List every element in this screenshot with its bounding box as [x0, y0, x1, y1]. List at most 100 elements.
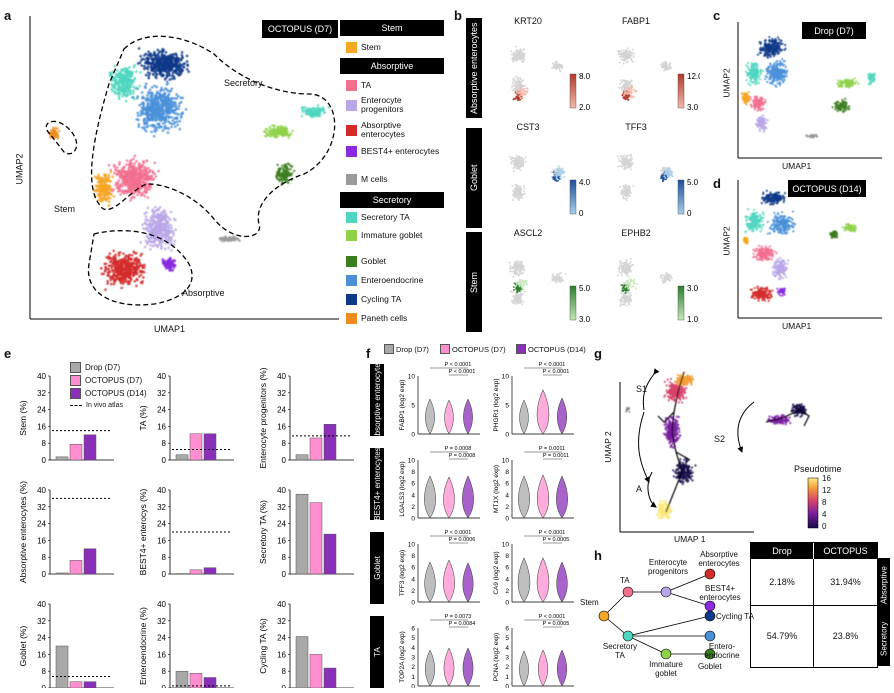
violin-ytick: 2: [411, 588, 415, 595]
feature-scale-min: 3.0: [579, 315, 591, 324]
node-label-goblet: Goblet: [698, 662, 722, 671]
grey-cells: [660, 272, 673, 284]
grey-cells: [551, 272, 566, 284]
feature-scale-min: 3.0: [687, 103, 699, 112]
violin-ytick: 10: [502, 542, 510, 549]
bar-ytick: 8: [42, 439, 47, 448]
trajectory-label-s2: S2: [714, 434, 725, 444]
grey-cells: [511, 184, 525, 202]
bar-ytick: 8: [42, 667, 47, 676]
cluster-stem: [93, 171, 115, 207]
panel-letter-g: g: [594, 346, 602, 361]
table-header-octopus: OCTOPUS: [814, 543, 877, 559]
violin: [537, 475, 549, 518]
violin-ytick: 2: [411, 664, 415, 671]
bar: [84, 682, 96, 688]
bar-ytick: 8: [282, 667, 287, 676]
c-ta: [749, 95, 766, 112]
p-value-upper: P = 0.0073: [445, 614, 472, 620]
legend-item-absorptive-enterocytes: Absorptive enterocytes: [346, 121, 442, 139]
violin: [518, 558, 530, 602]
bar-legend: Drop (D7) OCTOPUS (D7) OCTOPUS (D14) In …: [70, 362, 190, 416]
bar: [296, 494, 308, 574]
violin-ytick: 2: [505, 664, 509, 671]
violin-ytick: 4: [411, 645, 415, 652]
legend-header-absorptive: Absorptive: [340, 58, 444, 74]
node-label-ta: TA: [620, 576, 630, 585]
grey-cells: [660, 61, 672, 71]
bar-chart-7: 0816243240Enteroendocrine (%): [138, 600, 234, 688]
p-value-lower: P = 0.0005: [543, 621, 570, 627]
bar-ytick: 0: [42, 684, 47, 688]
g-lower: [672, 457, 696, 485]
bar-ytick: 40: [37, 600, 46, 609]
bar-ytick: 32: [277, 617, 286, 626]
cluster-m-cells: [219, 235, 241, 242]
bar-ytick: 32: [277, 389, 286, 398]
bar: [310, 654, 322, 688]
c-sec-ta-2: [867, 72, 876, 85]
violin: [425, 399, 434, 434]
c-progenitors: [755, 115, 769, 133]
p-value-upper: P = 0.0008: [445, 446, 472, 452]
bar-ytick: 16: [277, 422, 286, 431]
bar: [70, 682, 82, 688]
cell-secretory-drop: 54.79%: [751, 631, 813, 641]
p-value-lower: P = 0.0084: [449, 621, 476, 627]
feature-colorbar: [678, 180, 684, 214]
bar: [70, 444, 82, 460]
panel-b-feature-plots: Absorptive enterocytes Goblet Stem KRT20…: [466, 10, 706, 335]
violin-legend-octopus-d7: OCTOPUS (D7): [440, 344, 506, 354]
violin-ytick: 10: [408, 458, 416, 465]
violin-ytick: 3: [505, 655, 509, 662]
umap-g-ylabel: UMAP 2: [603, 431, 613, 463]
violin: [538, 650, 547, 686]
bar-ytick: 40: [277, 372, 286, 381]
bar-ytick: 32: [37, 389, 46, 398]
bar-ytick: 24: [37, 520, 46, 529]
bar-ytick: 40: [277, 486, 286, 495]
node-enteroendocrine: [705, 631, 715, 641]
feature-colorbar: [678, 286, 684, 320]
bar-ytick: 16: [37, 422, 46, 431]
violin-ytick: 10: [502, 458, 510, 465]
panel-letter-d: d: [713, 176, 721, 191]
violin-ytick: 8: [411, 469, 415, 476]
p-value-lower: P = 0.0008: [449, 453, 476, 459]
umap-octopus-d14-plot: [722, 176, 892, 336]
cell-type-legend: Stem Stem Absorptive TA Enterocyte proge…: [340, 20, 446, 330]
cluster-ta: [108, 155, 160, 202]
pseudotime-tick-4: 4: [822, 510, 826, 519]
feature-umap: 12.03.0: [596, 16, 700, 116]
violin: [557, 562, 568, 602]
bar-ytick: 24: [157, 634, 166, 643]
trajectory-label-a: A: [636, 484, 642, 494]
feature-umap: 5.03.0: [488, 228, 592, 328]
grey-cells: [617, 154, 634, 171]
node-absorptive-enterocytes: [705, 569, 715, 579]
violin: [519, 651, 528, 686]
panel-c-umap-drop: UMAP1 UMAP2: [722, 18, 892, 176]
bar-ytick: 8: [282, 553, 287, 562]
bar-ytick: 8: [42, 553, 47, 562]
legend-item-stem: Stem: [346, 42, 381, 53]
umap-a-xlabel: UMAP1: [154, 324, 185, 334]
bar-ytick: 40: [157, 600, 166, 609]
cluster-sec-ta-2: [301, 104, 330, 118]
node-immature-goblet: [661, 649, 671, 659]
octopus-d7-title-box: OCTOPUS (D7): [262, 20, 338, 38]
violin-ytick: 0: [411, 432, 415, 439]
node-cycling-ta: [705, 611, 715, 621]
violin-row-label-1: BEST4+ enterocytes: [370, 447, 384, 521]
umap-g-xlabel: UMAP 1: [674, 534, 706, 544]
trajectory-label-s1: S1: [636, 384, 647, 394]
legend-item-cycling-ta: Cycling TA: [346, 294, 401, 305]
bar-ytick: 40: [37, 486, 46, 495]
cluster-best4: [161, 257, 176, 272]
